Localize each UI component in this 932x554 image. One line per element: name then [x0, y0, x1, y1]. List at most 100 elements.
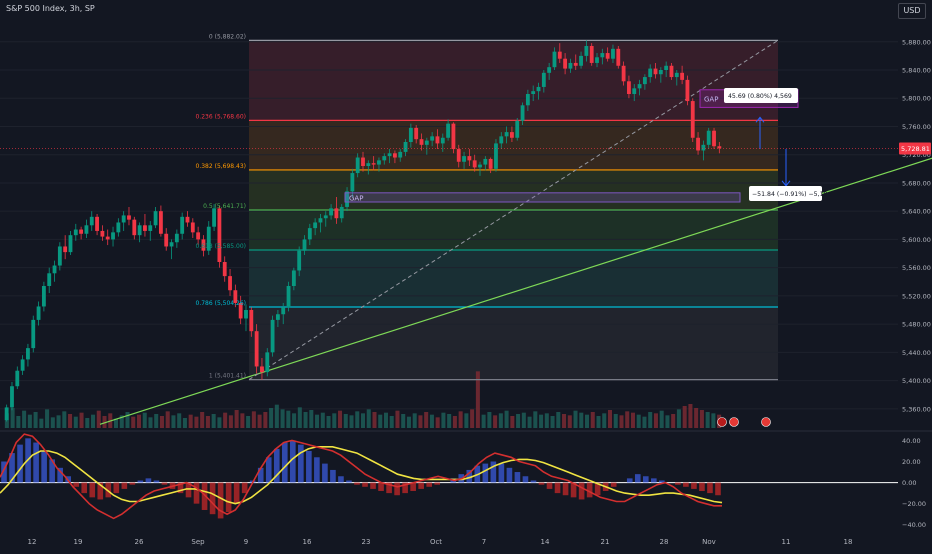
candle[interactable] — [116, 218, 121, 237]
candle[interactable] — [611, 44, 615, 63]
candle[interactable] — [127, 206, 131, 226]
candle[interactable] — [260, 358, 264, 380]
candle[interactable] — [36, 301, 41, 326]
candle[interactable] — [84, 219, 89, 238]
candle[interactable] — [712, 127, 716, 150]
candle[interactable] — [408, 123, 413, 148]
candle[interactable] — [174, 229, 179, 248]
candle[interactable] — [20, 355, 25, 375]
candle[interactable] — [79, 226, 84, 240]
candle[interactable] — [579, 51, 583, 69]
candle[interactable] — [674, 70, 679, 86]
candle[interactable] — [642, 74, 647, 90]
candle[interactable] — [531, 85, 536, 102]
candle[interactable] — [26, 343, 30, 367]
candle[interactable] — [573, 54, 578, 70]
candle[interactable] — [600, 48, 605, 65]
candle[interactable] — [568, 58, 573, 73]
candle[interactable] — [57, 242, 62, 271]
candle[interactable] — [265, 348, 270, 377]
candle[interactable] — [456, 144, 461, 168]
candle[interactable] — [137, 222, 142, 243]
candle[interactable] — [414, 125, 419, 144]
candle[interactable] — [249, 307, 254, 337]
candle[interactable] — [653, 62, 658, 79]
candle[interactable] — [648, 64, 653, 83]
event-flag-icon[interactable] — [729, 417, 739, 427]
candle[interactable] — [510, 126, 514, 142]
macd-line[interactable] — [0, 433, 722, 520]
candle[interactable] — [494, 139, 498, 172]
last-price-badge[interactable] — [899, 142, 931, 155]
candle[interactable] — [435, 129, 440, 150]
candle[interactable] — [504, 126, 509, 144]
candle[interactable] — [270, 315, 275, 357]
candle[interactable] — [4, 404, 9, 422]
candle[interactable] — [621, 61, 626, 86]
candle[interactable] — [430, 132, 435, 147]
candle[interactable] — [169, 239, 174, 260]
candle[interactable] — [15, 366, 20, 390]
candle[interactable] — [680, 65, 685, 85]
trendline-ascending[interactable] — [99, 157, 932, 425]
macd-signal-line[interactable] — [0, 445, 723, 505]
candle[interactable] — [222, 256, 227, 282]
candle[interactable] — [47, 267, 52, 294]
candle[interactable] — [238, 295, 243, 325]
candle[interactable] — [41, 281, 46, 312]
candle[interactable] — [472, 154, 477, 172]
candle[interactable] — [717, 142, 722, 154]
candle[interactable] — [10, 382, 14, 411]
candle[interactable] — [180, 212, 185, 240]
candle[interactable] — [382, 153, 387, 165]
candle[interactable] — [52, 260, 57, 282]
candle[interactable] — [467, 149, 472, 166]
candle[interactable] — [105, 229, 110, 246]
candle[interactable] — [478, 161, 482, 176]
currency-selector[interactable]: USD — [898, 3, 926, 19]
candle[interactable] — [68, 230, 73, 255]
candle[interactable] — [217, 205, 222, 268]
candle[interactable] — [515, 118, 520, 141]
event-lightning-icon[interactable] — [717, 417, 727, 427]
candle[interactable] — [499, 132, 504, 150]
candle[interactable] — [403, 139, 408, 157]
candle[interactable] — [361, 151, 365, 172]
candle[interactable] — [286, 281, 291, 312]
candle[interactable] — [334, 197, 339, 224]
candle[interactable] — [669, 62, 674, 80]
candle[interactable] — [164, 228, 169, 251]
candle[interactable] — [371, 156, 376, 171]
candle[interactable] — [584, 40, 589, 62]
candle[interactable] — [323, 211, 328, 227]
candle[interactable] — [185, 211, 190, 227]
candle[interactable] — [281, 302, 286, 325]
candle[interactable] — [685, 75, 690, 106]
candle[interactable] — [446, 119, 451, 141]
candle[interactable] — [706, 127, 711, 150]
candle[interactable] — [307, 223, 312, 246]
candle[interactable] — [254, 324, 259, 374]
candle[interactable] — [690, 98, 695, 142]
candle[interactable] — [595, 53, 599, 68]
candle[interactable] — [355, 153, 360, 178]
candle[interactable] — [89, 211, 94, 231]
candle[interactable] — [658, 67, 663, 83]
candle[interactable] — [95, 214, 99, 236]
candle[interactable] — [451, 122, 456, 154]
candle[interactable] — [627, 75, 631, 99]
candle[interactable] — [339, 204, 344, 223]
candle[interactable] — [392, 150, 397, 164]
candle[interactable] — [212, 204, 216, 231]
candle[interactable] — [73, 223, 78, 241]
candle[interactable] — [313, 218, 318, 236]
candle[interactable] — [345, 187, 349, 212]
candle[interactable] — [148, 221, 153, 241]
candle[interactable] — [31, 315, 36, 353]
candle[interactable] — [488, 157, 493, 174]
gap-box[interactable] — [344, 192, 741, 203]
candle[interactable] — [302, 235, 307, 255]
candle[interactable] — [637, 79, 642, 96]
candle[interactable] — [366, 160, 371, 175]
